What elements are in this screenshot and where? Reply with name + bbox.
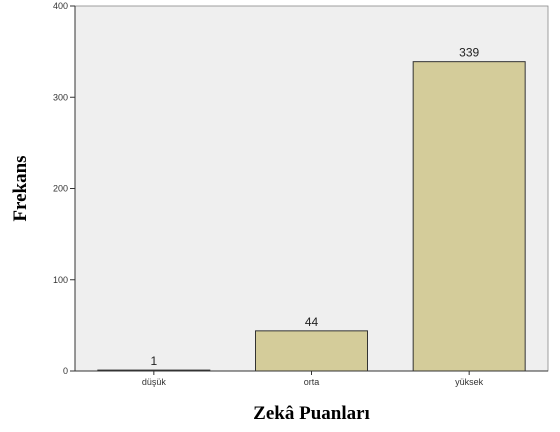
x-axis-label: Zekâ Puanları [253, 403, 370, 424]
y-axis-ticks: 0 100 200 300 400 [53, 1, 75, 376]
bar-2 [412, 61, 526, 372]
x-tick-label: yüksek [455, 377, 484, 387]
data-label-2: 339 [459, 46, 479, 60]
data-label-0: 1 [150, 354, 157, 368]
y-axis-label: Frekans [10, 155, 31, 221]
y-tick-label: 200 [53, 184, 68, 194]
x-tick-label: düşük [142, 377, 167, 387]
y-tick-label: 300 [53, 92, 68, 102]
y-tick-label: 0 [63, 366, 68, 376]
x-tick-label: orta [304, 377, 320, 387]
data-label-1: 44 [305, 315, 319, 329]
bar-1 [255, 330, 368, 372]
y-tick-label: 400 [53, 1, 68, 11]
y-tick-label: 100 [53, 275, 68, 285]
bars: 1 44 339 [97, 46, 526, 372]
x-axis-ticks: düşük orta yüksek [142, 371, 484, 387]
